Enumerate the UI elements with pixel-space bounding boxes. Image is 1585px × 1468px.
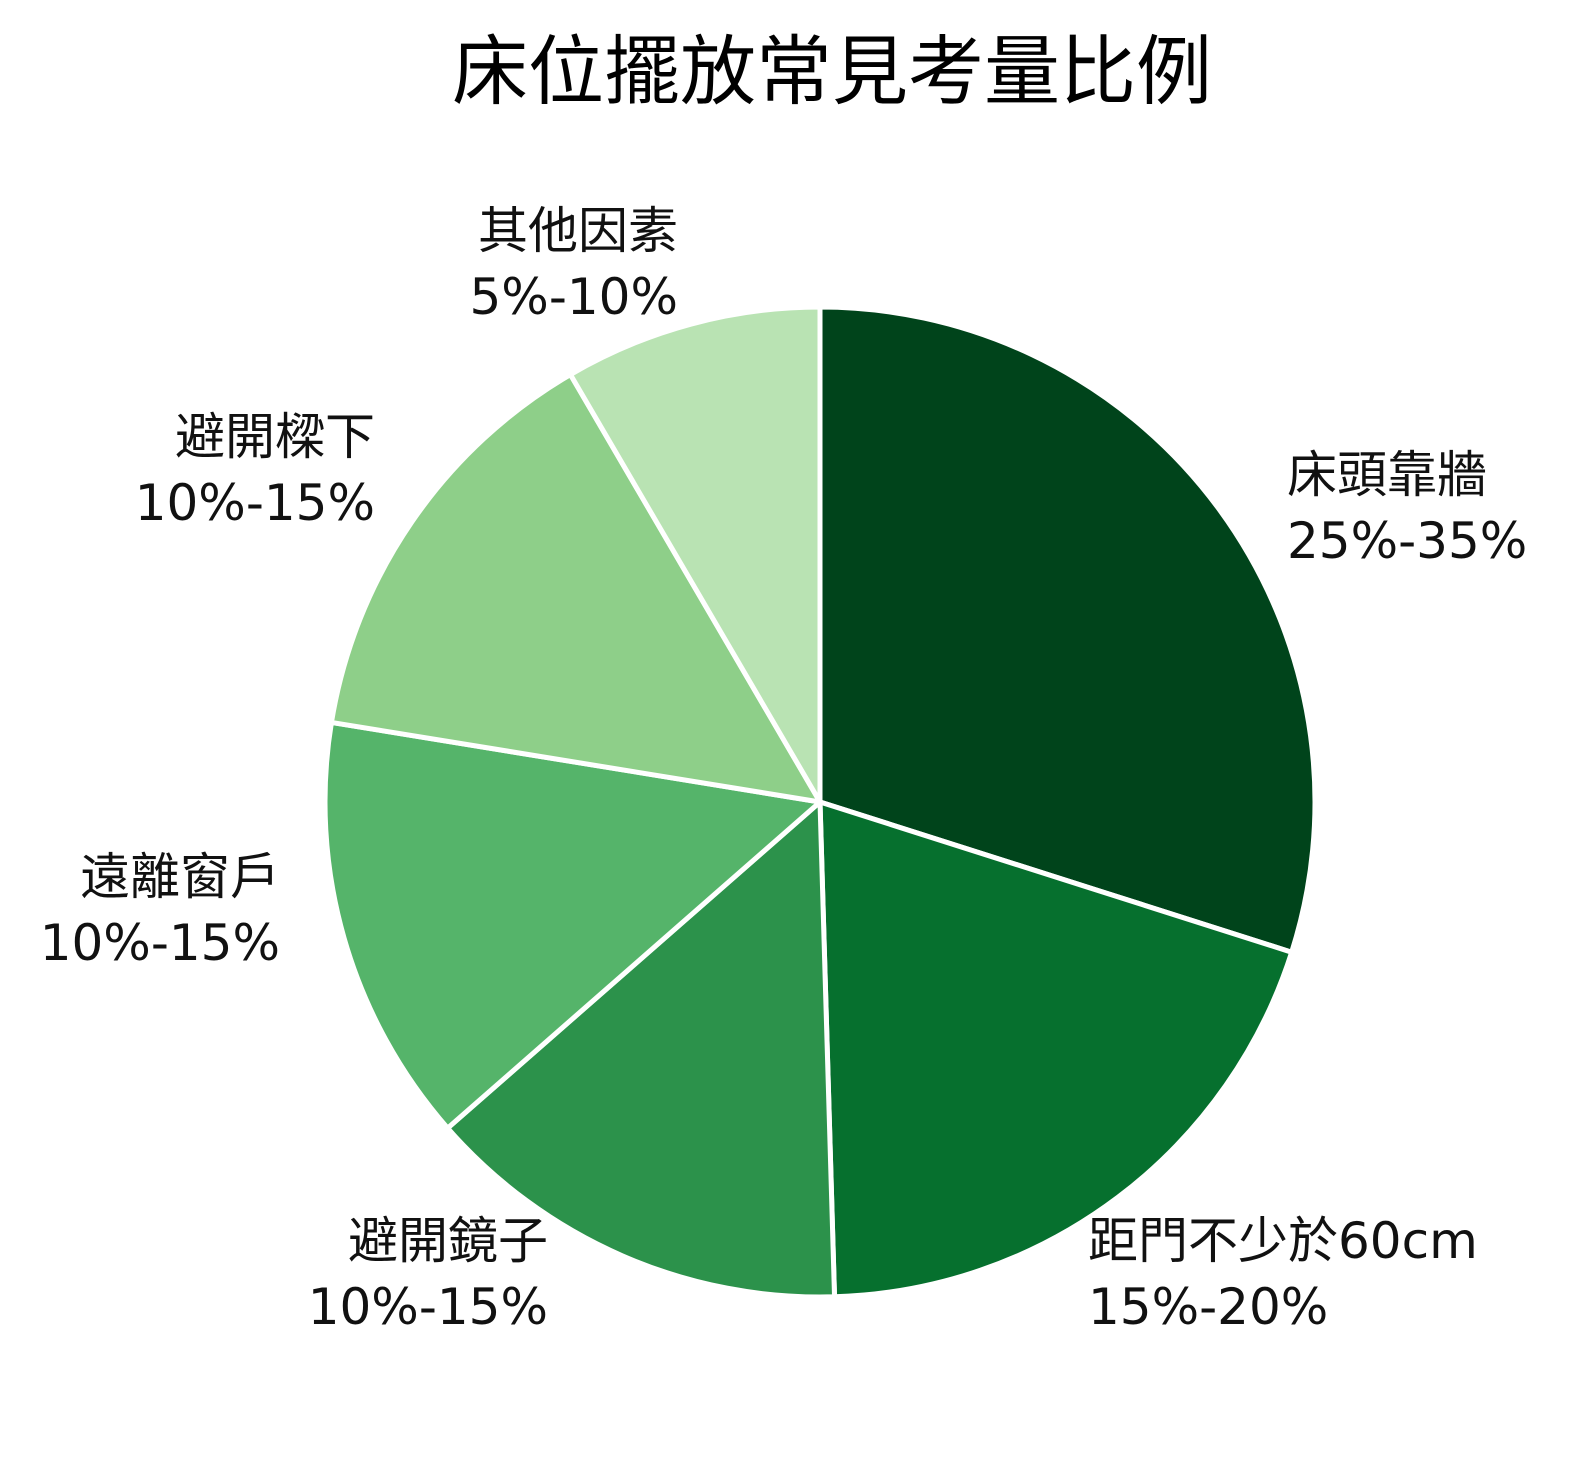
slice-label-4-name: 遠離窗戶 [80, 848, 280, 906]
slice-label-4-range: 10%-15% [40, 914, 280, 972]
slice-label-6-name: 其他因素 [478, 202, 678, 260]
pie-slice-4 [322, 719, 823, 1131]
pie-slice-6 [567, 304, 823, 805]
slice-label-1-name: 床頭靠牆 [1287, 446, 1487, 504]
pie-slice-5 [328, 372, 823, 805]
pie-slice-3 [445, 799, 838, 1300]
pie-slices [322, 304, 1318, 1300]
pie-slice-1 [817, 304, 1318, 955]
slice-label-5-name: 避開樑下 [175, 408, 375, 466]
slice-label-3-range: 10%-15% [308, 1278, 548, 1336]
pie-slice-2 [817, 799, 1295, 1300]
slice-label-3-name: 避開鏡子 [348, 1212, 548, 1270]
slice-label-2-name: 距門不少於60cm [1088, 1212, 1478, 1270]
slice-label-6-range: 5%-10% [470, 268, 679, 326]
slice-label-2-range: 15%-20% [1088, 1278, 1328, 1336]
chart-title: 床位擺放常見考量比例 [452, 27, 1212, 116]
slice-label-1-range: 25%-35% [1287, 512, 1527, 570]
pie-labels: 床頭靠牆 25%-35% 距門不少於60cm 15%-20% 避開鏡子 10%-15% 遠離… [40, 202, 1528, 1336]
slice-label-5-range: 10%-15% [135, 474, 375, 532]
